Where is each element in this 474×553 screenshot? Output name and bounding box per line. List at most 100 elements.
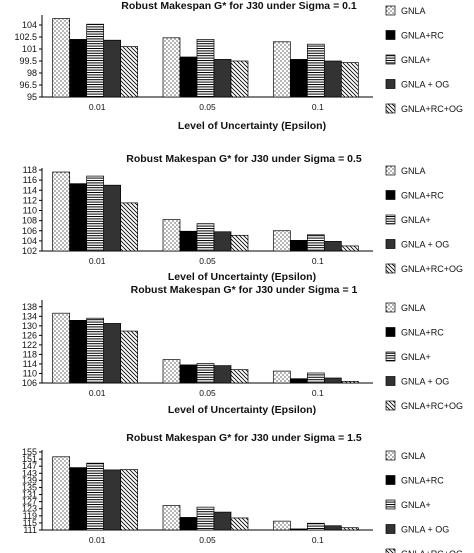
bar-gnla-0-1 bbox=[306, 234, 325, 252]
y-tick-label: 151 bbox=[22, 454, 37, 464]
bar-gnla-0-05 bbox=[162, 219, 181, 252]
bar-gnla-0-05 bbox=[162, 37, 181, 98]
y-tick-label: 135 bbox=[22, 482, 37, 492]
bar-gnla-rc-0-05 bbox=[179, 230, 198, 252]
bar-gnla-rc-0-1 bbox=[289, 240, 308, 252]
bar-gnla-0-05 bbox=[196, 223, 215, 252]
y-tick-label: 147 bbox=[22, 461, 37, 471]
chart-3-xlabel: Level of Uncertainty (Epsilon) bbox=[168, 404, 316, 416]
chart-1-legend: GNLA GNLA+RC GNLA+ GNLA + OG GNLA+RC+OG bbox=[385, 5, 463, 114]
bar-gnla-rc-og-0-05 bbox=[230, 60, 249, 98]
bar-gnla-0-1 bbox=[272, 520, 291, 531]
y-tick-label: 95 bbox=[27, 92, 37, 102]
legend-label-gnla: GNLA bbox=[401, 451, 426, 461]
legend-label-gnla-rc-og: GNLA+RC+OG bbox=[401, 104, 463, 114]
legend-swatch-gnla-rc bbox=[385, 475, 396, 485]
legend-swatch-gnla bbox=[385, 5, 396, 16]
bar-gnla-og-0-05 bbox=[213, 59, 232, 98]
bar-gnla-og-0-1 bbox=[323, 377, 342, 384]
y-tick-label: 127 bbox=[22, 497, 37, 507]
y-tick-label: 122 bbox=[22, 340, 37, 350]
legend-swatch-gnla-rc-og bbox=[385, 400, 396, 411]
bar-gnla-0-01 bbox=[52, 18, 71, 98]
y-tick-label: 134 bbox=[22, 311, 37, 321]
legend-label-gnla-rc-og: GNLA+RC+OG bbox=[401, 549, 463, 553]
legend-label-gnla-rc: GNLA+RC bbox=[401, 191, 444, 201]
bar-gnla-rc-0-01 bbox=[69, 39, 88, 98]
legend-swatch-gnla-rc bbox=[385, 30, 396, 40]
y-tick-label: 130 bbox=[22, 321, 37, 331]
y-tick-label: 114 bbox=[23, 185, 37, 195]
legend-swatch-gnla bbox=[385, 54, 396, 65]
bar-gnla-0-05 bbox=[196, 363, 215, 384]
chart-1-xlabel: Level of Uncertainty (Epsilon) bbox=[178, 120, 326, 132]
bar-gnla-0-05 bbox=[196, 506, 215, 531]
y-tick-label: 118 bbox=[23, 165, 37, 175]
y-tick-label: 104 bbox=[22, 20, 37, 30]
legend-swatch-gnla-rc bbox=[385, 190, 396, 200]
legend-swatch-gnla-og bbox=[385, 79, 396, 89]
y-tick-label: 108 bbox=[22, 216, 37, 226]
bar-gnla-rc-0-01 bbox=[69, 467, 88, 531]
bar-gnla-0-1 bbox=[272, 41, 291, 98]
legend-label-gnla: GNLA+ bbox=[401, 500, 431, 510]
x-tick-label: 0.1 bbox=[312, 102, 324, 112]
x-tick-label: 0.01 bbox=[89, 256, 106, 266]
x-tick-label: 0.05 bbox=[199, 256, 216, 266]
legend-swatch-gnla bbox=[385, 450, 396, 461]
legend-swatch-gnla-rc-og bbox=[385, 103, 396, 114]
bar-gnla-0-01 bbox=[86, 23, 105, 98]
y-tick-label: 115 bbox=[23, 518, 37, 528]
y-tick-label: 119 bbox=[23, 511, 37, 521]
chart-2-title: Robust Makespan G* for J30 under Sigma =… bbox=[126, 153, 362, 165]
legend-swatch-gnla-og bbox=[385, 376, 396, 386]
bar-gnla-og-0-05 bbox=[213, 511, 232, 531]
y-tick-label: 138 bbox=[22, 302, 37, 312]
y-tick-label: 106 bbox=[22, 378, 37, 388]
chart-2-xlabel: Level of Uncertainty (Epsilon) bbox=[168, 271, 316, 283]
y-tick-label: 139 bbox=[22, 475, 37, 485]
y-tick-label: 118 bbox=[23, 349, 37, 359]
bar-gnla-0-01 bbox=[52, 171, 71, 252]
bar-gnla-0-05 bbox=[162, 505, 181, 531]
bar-gnla-og-0-1 bbox=[323, 525, 342, 531]
bar-gnla-rc-0-1 bbox=[289, 378, 308, 384]
bar-gnla-og-0-01 bbox=[103, 39, 122, 98]
legend-label-gnla: GNLA bbox=[401, 166, 426, 176]
legend-label-gnla-og: GNLA + OG bbox=[401, 525, 449, 535]
x-tick-label: 0.01 bbox=[89, 102, 106, 112]
bar-gnla-og-0-01 bbox=[103, 469, 122, 531]
legend-swatch-gnla-og bbox=[385, 239, 396, 249]
y-tick-label: 111 bbox=[23, 525, 37, 535]
bar-gnla-0-1 bbox=[272, 370, 291, 384]
bar-gnla-0-01 bbox=[86, 462, 105, 531]
y-tick-label: 101 bbox=[22, 44, 37, 54]
chart-4-title: Robust Makespan G* for J30 under Sigma =… bbox=[126, 432, 362, 444]
y-tick-label: 143 bbox=[22, 468, 37, 478]
bar-gnla-rc-og-0-1 bbox=[340, 380, 359, 384]
bar-gnla-0-1 bbox=[272, 230, 291, 252]
bar-gnla-rc-og-0-05 bbox=[230, 369, 249, 384]
bar-gnla-0-01 bbox=[52, 456, 71, 531]
y-tick-label: 126 bbox=[22, 330, 37, 340]
bar-gnla-rc-og-0-1 bbox=[340, 245, 359, 252]
chart-3: Robust Makespan G* for J30 under Sigma =… bbox=[22, 284, 463, 416]
chart-2: Robust Makespan G* for J30 under Sigma =… bbox=[22, 153, 463, 283]
x-tick-label: 0.01 bbox=[89, 388, 106, 398]
bar-gnla-og-0-05 bbox=[213, 365, 232, 384]
legend-label-gnla-rc: GNLA+RC bbox=[401, 328, 444, 338]
legend-label-gnla: GNLA+ bbox=[401, 215, 431, 225]
chart-1-title: Robust Makespan G* for J30 under Sigma =… bbox=[121, 0, 357, 12]
bar-gnla-rc-0-05 bbox=[179, 364, 198, 384]
y-tick-label: 123 bbox=[22, 504, 37, 514]
bar-gnla-og-0-01 bbox=[103, 323, 122, 384]
y-tick-label: 99.5 bbox=[19, 56, 37, 66]
legend-label-gnla-og: GNLA + OG bbox=[401, 377, 449, 387]
bar-gnla-rc-og-0-01 bbox=[120, 202, 139, 252]
bar-gnla-og-0-05 bbox=[213, 231, 232, 252]
bar-gnla-rc-og-0-01 bbox=[120, 330, 139, 384]
y-tick-label: 104 bbox=[22, 236, 37, 246]
legend-label-gnla-rc: GNLA+RC bbox=[401, 31, 444, 41]
y-tick-label: 102 bbox=[22, 246, 37, 256]
